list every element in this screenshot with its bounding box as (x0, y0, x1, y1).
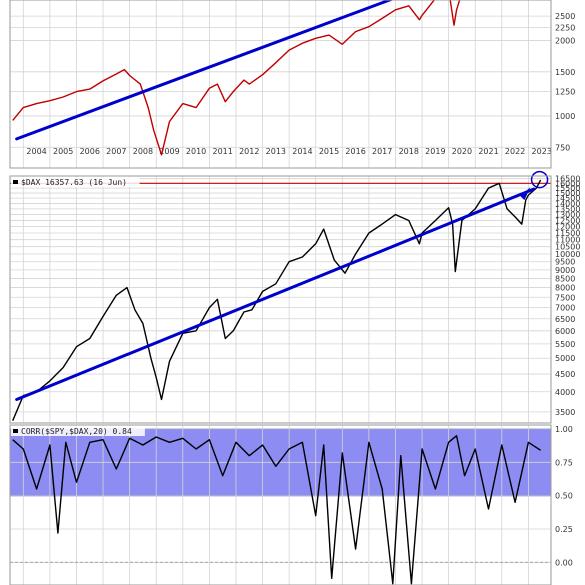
y-tick-label: 16000 (555, 179, 580, 188)
y-tick-label: 5500 (555, 340, 575, 349)
y-tick-label: 15500 (555, 184, 580, 193)
y-tick-label: 8500 (555, 274, 575, 283)
legend-swatch (13, 429, 18, 433)
y-tick-label: 2000 (555, 36, 575, 45)
y-tick-label: 1250 (555, 88, 575, 97)
x-tick-label: 2006 (80, 147, 100, 156)
panel-title: $DAX 16357.63 (16 Jun) (21, 178, 127, 187)
y-tick-label: 11500 (555, 229, 580, 238)
x-tick-label: 2004 (26, 147, 46, 156)
x-tick-label: 2015 (319, 147, 339, 156)
x-tick-label: 2022 (505, 147, 525, 156)
y-tick-label: 0.00 (555, 558, 573, 567)
x-tick-label: 2011 (212, 147, 232, 156)
x-tick-label: 2018 (399, 147, 419, 156)
y-tick-label: 1500 (555, 68, 575, 77)
x-tick-label: 2014 (292, 147, 312, 156)
y-tick-label: 4500 (555, 370, 575, 379)
y-tick-label: 10500 (555, 243, 580, 252)
y-tick-label: 7500 (555, 293, 575, 302)
x-tick-label: 2021 (478, 147, 498, 156)
x-tick-label: 2009 (159, 147, 179, 156)
x-tick-label: 2013 (266, 147, 286, 156)
y-tick-label: 0.50 (555, 492, 573, 501)
legend-swatch (13, 180, 18, 184)
y-tick-label: 8000 (555, 284, 575, 293)
x-tick-label: 2017 (372, 147, 392, 156)
y-tick-label: 4000 (555, 388, 575, 397)
y-tick-label: 6500 (555, 315, 575, 324)
highlight-circle (530, 170, 549, 189)
y-tick-label: 3500 (555, 408, 575, 417)
x-tick-label: 2012 (239, 147, 259, 156)
x-tick-label: 2010 (186, 147, 206, 156)
title-backdrop (11, 426, 145, 436)
trendline (15, 0, 394, 141)
arrow-head (520, 187, 531, 201)
price-panel-index: 750 1000 1250 1500 2000 2250 2500 2004 2005 2006 2… (9, 0, 575, 169)
y-tick-label: 16500 (555, 175, 580, 184)
y-tick-label: 7000 (555, 304, 575, 313)
y-tick-label: 750 (555, 143, 570, 152)
y-tick-label: 0.75 (555, 458, 573, 467)
y-tick-label: 14500 (555, 194, 580, 203)
x-tick-label: 2008 (133, 147, 153, 156)
y-tick-label: 2250 (555, 24, 575, 33)
title-backdrop (11, 177, 140, 187)
y-tick-label: 11000 (555, 236, 580, 245)
x-tick-label: 2007 (106, 147, 126, 156)
y-tick-label: 15000 (555, 189, 580, 198)
x-tick-label: 2019 (425, 147, 445, 156)
y-tick-label: 12500 (555, 216, 580, 225)
y-tick-label: 14000 (555, 199, 580, 208)
y-tick-label: 1.00 (555, 425, 573, 434)
panel-title: CORR($SPY,$DAX,20) 0.84 (21, 427, 132, 436)
trendline (15, 187, 536, 401)
x-tick-label: 2016 (345, 147, 365, 156)
series-line (12, 435, 541, 585)
y-tick-label: 2500 (555, 12, 575, 21)
price-panel-dax: 3500 4000 4500 5000 5500 6000 6500 7000 75008000… (9, 170, 580, 424)
series-line (12, 0, 461, 156)
x-tick-label: 2020 (452, 147, 472, 156)
x-tick-label: 2023 (532, 147, 552, 156)
y-tick-label: 9000 (555, 266, 575, 275)
x-tick-label: 2005 (53, 147, 73, 156)
y-tick-label: 13500 (555, 205, 580, 214)
y-tick-label: 10000 (555, 250, 580, 259)
y-tick-label: 6000 (555, 327, 575, 336)
y-tick-label: 12000 (555, 223, 580, 232)
correlation-panel: 0.00 0.25 0.50 0.75 1.00 CORR($SPY,$DAX,20) 0… (9, 424, 573, 585)
y-tick-label: 0.25 (555, 525, 573, 534)
y-tick-label: 9500 (555, 258, 575, 267)
panel-frame (9, 0, 552, 169)
y-tick-label: 13000 (555, 211, 580, 220)
series-line (12, 179, 542, 421)
y-tick-label: 1000 (555, 112, 575, 121)
panel-frame (9, 424, 552, 585)
panel-frame (9, 175, 552, 424)
y-tick-label: 5000 (555, 354, 575, 363)
